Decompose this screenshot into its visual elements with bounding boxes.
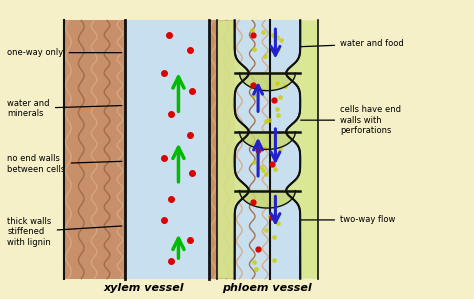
Polygon shape — [239, 190, 295, 208]
Text: thick walls
stiffened
with lignin: thick walls stiffened with lignin — [8, 217, 122, 247]
Text: phloem vessel: phloem vessel — [223, 283, 312, 293]
Text: two-way flow: two-way flow — [301, 215, 395, 225]
Text: water and
minerals: water and minerals — [8, 99, 122, 118]
Bar — [64, 20, 125, 279]
Bar — [209, 20, 270, 279]
Polygon shape — [239, 132, 295, 149]
Text: xylem vessel: xylem vessel — [103, 283, 183, 293]
Polygon shape — [239, 73, 295, 91]
Bar — [235, 20, 300, 279]
Text: cells have end
walls with
perforations: cells have end walls with perforations — [301, 105, 401, 135]
Bar — [125, 20, 209, 279]
Text: no end walls
between cells: no end walls between cells — [8, 155, 122, 174]
Text: one-way only: one-way only — [8, 48, 122, 57]
Text: water and food: water and food — [301, 39, 404, 48]
